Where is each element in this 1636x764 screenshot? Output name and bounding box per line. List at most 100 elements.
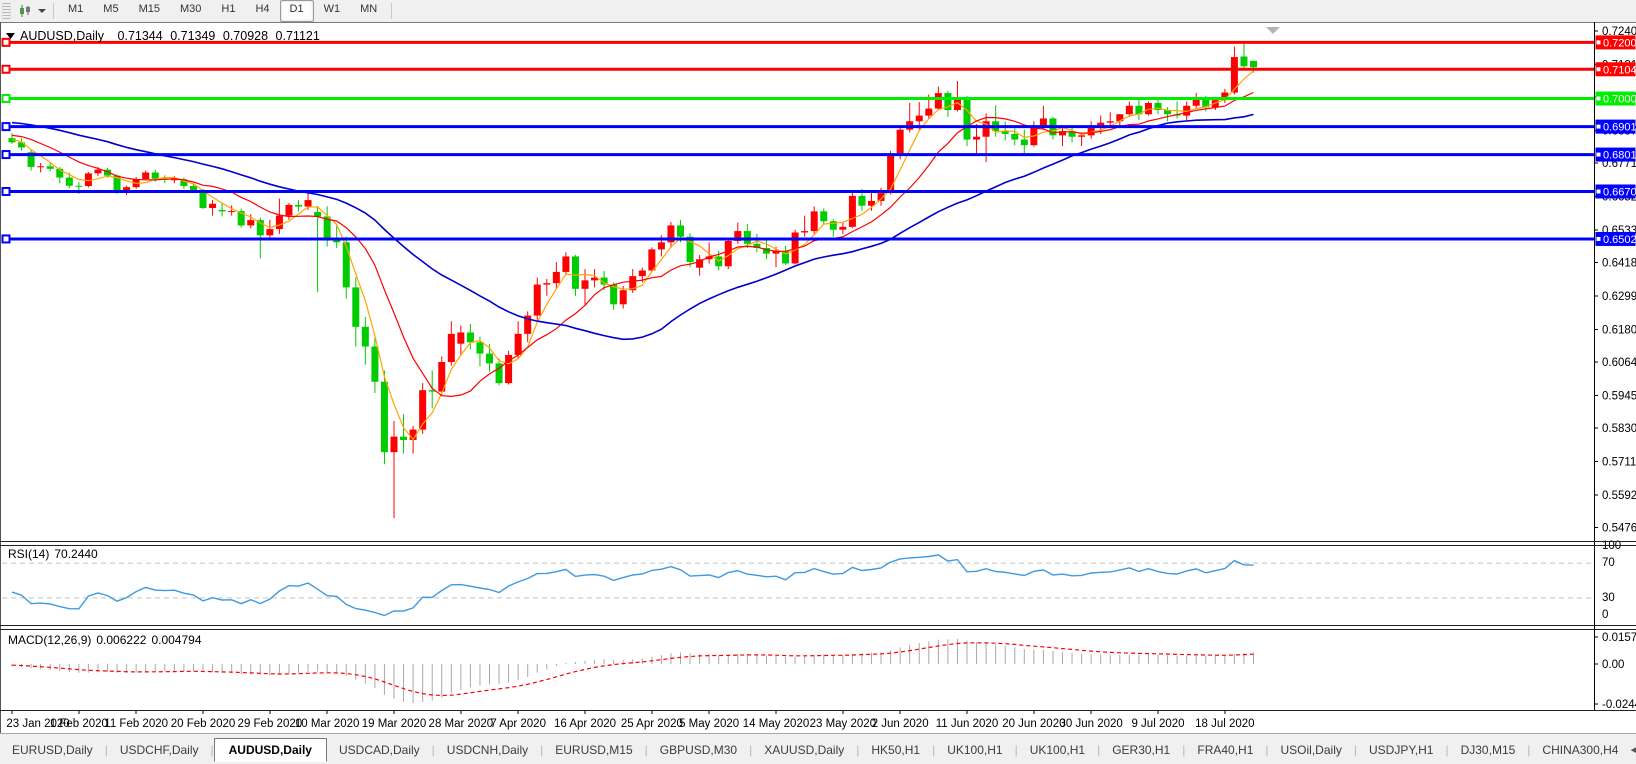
candle-body <box>266 229 274 236</box>
symbol-tab-dj30-m15[interactable]: DJ30,M15 <box>1460 742 1516 757</box>
candle-body <box>333 239 341 243</box>
tab-separator: | <box>644 742 648 757</box>
candle-body <box>619 290 627 305</box>
price-line-badge[interactable] <box>1595 35 1636 50</box>
line-anchor-handle[interactable] <box>1 64 11 74</box>
chart-menu-triangle-icon[interactable] <box>6 33 15 39</box>
candle-body <box>705 256 713 260</box>
line-anchor-handle[interactable] <box>1 234 11 244</box>
candle-body <box>734 231 742 241</box>
date-tick-label: 25 Apr 2020 <box>621 718 683 730</box>
symbol-tab-usdcnh-daily[interactable]: USDCNH,Daily <box>446 742 529 757</box>
date-tick-label: 11 Jun 2020 <box>936 718 998 730</box>
candlestick-chart-icon[interactable] <box>15 2 35 20</box>
candle-body <box>371 346 379 382</box>
candle-body <box>37 166 45 168</box>
line-anchor-handle[interactable] <box>1 122 11 132</box>
candle-body <box>667 225 675 243</box>
candle-body <box>228 211 236 213</box>
symbol-tab-eurusd-m15[interactable]: EURUSD,M15 <box>555 742 633 757</box>
chevron-down-icon[interactable] <box>38 9 46 13</box>
line-anchor-handle[interactable] <box>1 37 11 47</box>
candle-body <box>839 226 847 230</box>
symbol-tab-usdcad-daily[interactable]: USDCAD,Daily <box>338 742 420 757</box>
symbol-tab-china300-h4[interactable]: CHINA300,H4 <box>1542 742 1619 757</box>
date-tick-label: 28 Mar 2020 <box>429 718 494 730</box>
symbol-tab-gbpusd-m30[interactable]: GBPUSD,M30 <box>659 742 738 757</box>
symbol-tab-eurusd-daily[interactable]: EURUSD,Daily <box>12 742 93 757</box>
candle-body <box>84 173 92 187</box>
symbol-tab-uk100-h1[interactable]: UK100,H1 <box>947 742 1003 757</box>
badge-anchor-dot <box>1596 40 1601 45</box>
candle-body <box>762 247 770 254</box>
timeframe-button-h1[interactable]: H1 <box>221 3 236 15</box>
price-line-badge[interactable] <box>1595 184 1636 199</box>
tab-separator: | <box>104 742 108 757</box>
candle-body <box>810 211 818 232</box>
candle-body <box>56 168 64 178</box>
symbol-tab-ger30-h1[interactable]: GER30,H1 <box>1112 742 1171 757</box>
main-price-panel: 0.724050.712150.700600.688700.677150.665… <box>1 26 1636 535</box>
date-tick-label: 10 Mar 2020 <box>295 718 360 730</box>
candle-body <box>657 242 665 250</box>
candle-body <box>304 200 312 207</box>
timeframe-button-m30[interactable]: M30 <box>179 3 202 15</box>
candle-body <box>209 203 217 208</box>
candle-body <box>1154 102 1162 110</box>
symbol-tab-usoil-daily[interactable]: USOil,Daily <box>1280 742 1342 757</box>
timeframe-button-m1[interactable]: M1 <box>68 3 84 15</box>
timeframe-button-m15[interactable]: M15 <box>138 3 160 15</box>
line-anchor-handle[interactable] <box>1 186 11 196</box>
macd-axis-label: 0.015741 <box>1602 632 1636 644</box>
candle-body <box>189 186 197 191</box>
timeframe-button-m5[interactable]: M5 <box>103 3 119 15</box>
symbol-tab-usdjpy-h1[interactable]: USDJPY,H1 <box>1368 742 1434 757</box>
tab-scroll-left-icon[interactable]: ◂ <box>1630 744 1636 756</box>
candle-body <box>457 332 465 344</box>
tab-separator: | <box>1527 742 1531 757</box>
line-anchor-handle[interactable] <box>1 94 11 104</box>
candle-body <box>782 250 790 264</box>
candle-body <box>323 216 331 240</box>
candle-body <box>218 209 226 212</box>
price-tick-label: 0.60645 <box>1602 357 1636 369</box>
date-tick-label: 9 Jul 2020 <box>1131 718 1184 730</box>
symbol-tab-hk50-h1[interactable]: HK50,H1 <box>871 742 921 757</box>
candle-body <box>390 436 398 453</box>
symbol-tab-uk100-h1[interactable]: UK100,H1 <box>1029 742 1086 757</box>
timeframe-button-w1[interactable]: W1 <box>323 3 341 15</box>
symbol-tab-usdchf-daily[interactable]: USDCHF,Daily <box>119 742 199 757</box>
timeframe-toolbar: M1 M5 M15 M30 H1 H4 D1 W1 MN <box>0 0 1636 23</box>
symbol-tab-fra40-h1[interactable]: FRA40,H1 <box>1197 742 1254 757</box>
candle-body <box>199 190 207 208</box>
timeframe-button-mn[interactable]: MN <box>360 3 378 15</box>
candle-body <box>877 193 885 201</box>
timeframe-button-group: M1 M5 M15 M30 H1 H4 D1 W1 MN <box>58 0 387 22</box>
tab-separator: | <box>540 742 544 757</box>
price-line-badge[interactable] <box>1595 147 1636 162</box>
timeframe-button-d1[interactable]: D1 <box>279 0 314 22</box>
candle-body <box>447 333 455 363</box>
chart-area[interactable]: 0.724050.712150.700600.688700.677150.665… <box>0 22 1636 733</box>
timeframe-button-h4[interactable]: H4 <box>255 3 270 15</box>
toolbar-grip-handle[interactable] <box>2 3 11 19</box>
tab-separator: | <box>932 742 936 757</box>
chart-shift-marker-icon[interactable] <box>1266 27 1280 34</box>
symbol-tab-xauusd-daily[interactable]: XAUUSD,Daily <box>764 742 845 757</box>
price-line-badge[interactable] <box>1595 231 1636 246</box>
price-line-badge[interactable] <box>1595 91 1636 106</box>
moving-average-line <box>11 70 1254 441</box>
line-anchor-handle[interactable] <box>1 150 11 160</box>
date-tick-label: 23 May 2020 <box>810 718 877 730</box>
symbol-tab-audusd-daily[interactable]: AUDUSD,Daily <box>213 737 327 762</box>
symbol-tabs: EURUSD,Daily | USDCHF,Daily | AUDUSD,Daily US… <box>0 737 1630 762</box>
price-line-badge[interactable] <box>1595 119 1636 134</box>
candle-body <box>829 221 837 230</box>
candle-body <box>46 166 54 169</box>
price-line-badge[interactable] <box>1595 62 1636 77</box>
badge-anchor-dot <box>1596 124 1601 129</box>
